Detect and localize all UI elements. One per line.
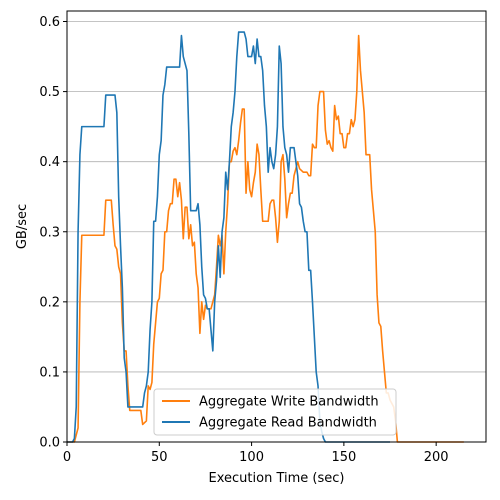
y-tick-label: 0.1 <box>39 365 60 380</box>
y-tick-label: 0.2 <box>39 295 60 310</box>
y-axis-label: GB/sec <box>15 204 30 249</box>
x-tick-label: 150 <box>331 450 356 465</box>
x-tick-label: 100 <box>239 450 264 465</box>
series-lines <box>67 31 464 443</box>
series-line-read <box>67 31 391 443</box>
y-tick-label: 0.0 <box>39 436 60 451</box>
y-tick-label: 0.5 <box>39 85 60 100</box>
x-tick-label: 200 <box>424 450 449 465</box>
x-tick-label: 50 <box>151 450 168 465</box>
x-axis-label: Execution Time (sec) <box>209 471 345 486</box>
plot-frame <box>66 10 487 443</box>
axis-ticks: 0 50 100 150 200 0.0 0.1 0.2 0.3 0.4 0.5 0.6 <box>39 15 448 465</box>
y-tick-label: 0.3 <box>39 225 60 240</box>
y-tick-label: 0.6 <box>39 15 60 30</box>
legend-label-read: Aggregate Read Bandwidth <box>199 416 377 431</box>
legend: Aggregate Write Bandwidth Aggregate Read… <box>153 388 397 436</box>
legend-box <box>153 388 397 436</box>
legend-label-write: Aggregate Write Bandwidth <box>199 395 379 410</box>
x-tick-label: 0 <box>63 450 71 465</box>
series-line-write <box>67 34 464 443</box>
y-tick-label: 0.4 <box>39 155 60 170</box>
